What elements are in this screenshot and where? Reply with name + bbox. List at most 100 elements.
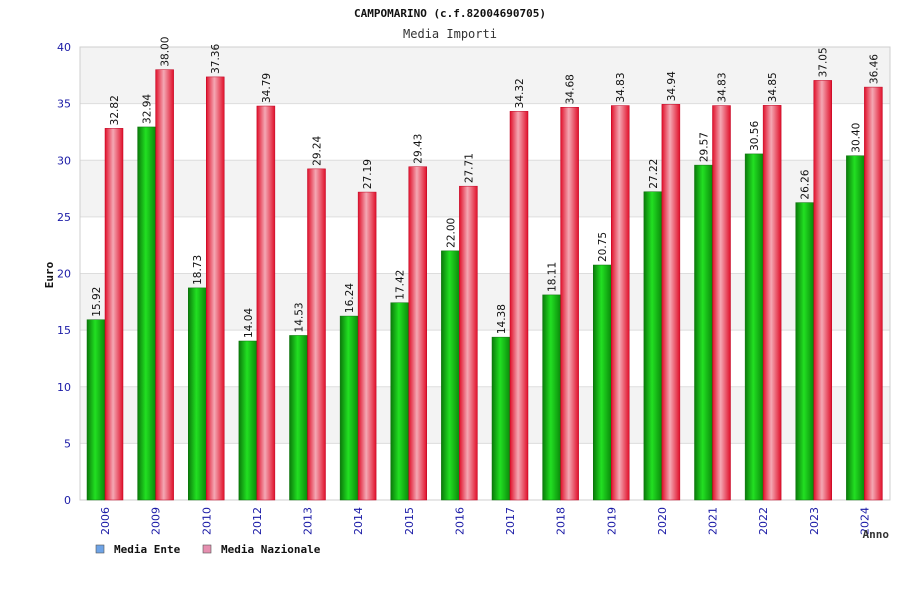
bar-media-ente-2022 — [744, 153, 764, 501]
bar-label-media-nazionale-2009: 38.00 — [160, 37, 172, 67]
bars — [86, 69, 883, 501]
bar-media-nazionale-2023 — [813, 80, 832, 501]
plot-frame — [79, 46, 891, 501]
legend-label-media-nazionale: Media Nazionale — [221, 543, 321, 556]
y-tick-label: 25 — [57, 211, 71, 224]
y-tick-label: 35 — [57, 98, 71, 111]
legend-swatch-media-ente — [95, 544, 105, 554]
x-axis-ticks: 2006 2009 2010 2012 2013 2014 2015 2016 2017 2018… — [99, 507, 871, 535]
bar-media-ente-2009 — [137, 126, 156, 501]
bar-label-media-ente-2017: 14.38 — [496, 304, 508, 334]
bar-label-media-ente-2019: 20.75 — [597, 232, 609, 262]
bar-label-media-nazionale-2020: 34.94 — [666, 71, 678, 101]
bar-media-ente-2006 — [86, 319, 106, 501]
bar-label-media-nazionale-2010: 37.36 — [210, 44, 222, 74]
y-tick-label: 10 — [57, 381, 71, 394]
x-tick-label-2009: 2009 — [150, 507, 163, 535]
y-axis-ticks: 0 5 10 15 20 25 30 35 40 — [57, 41, 71, 507]
bar-media-ente-2013 — [289, 335, 308, 501]
bar-media-ente-2010 — [188, 287, 207, 501]
bar-label-media-nazionale-2012: 34.79 — [261, 73, 273, 103]
bar-media-ente-2014 — [339, 315, 359, 501]
bar-media-ente-2015 — [390, 302, 409, 501]
bar-label-media-ente-2016: 22.00 — [445, 218, 457, 248]
bar-label-media-nazionale-2024: 36.46 — [868, 54, 880, 84]
bar-label-media-nazionale-2022: 34.85 — [767, 72, 779, 102]
y-axis-label: Euro — [43, 261, 56, 288]
x-tick-label-2014: 2014 — [352, 507, 365, 535]
x-tick-label-2018: 2018 — [555, 507, 568, 535]
bar-label-media-nazionale-2021: 34.83 — [717, 72, 729, 102]
x-tick-label-2017: 2017 — [504, 507, 517, 535]
legend: Media Ente Media Nazionale — [95, 543, 321, 556]
x-tick-label-2016: 2016 — [453, 507, 466, 535]
legend-label-media-ente: Media Ente — [114, 543, 181, 556]
y-tick-label: 0 — [64, 494, 71, 507]
bar-labels: 15.92 32.82 32.94 38.00 18.73 37.36 14.04 34.79… — [91, 37, 880, 338]
x-tick-label-2012: 2012 — [251, 507, 264, 535]
x-tick-label-2019: 2019 — [605, 507, 618, 535]
bar-label-media-ente-2014: 16.24 — [344, 283, 356, 313]
x-tick-label-2020: 2020 — [656, 507, 669, 535]
bar-label-media-ente-2012: 14.04 — [243, 308, 255, 338]
chart-subtitle: Media Importi — [403, 27, 497, 41]
bar-label-media-ente-2024: 30.40 — [850, 123, 862, 153]
bar-media-ente-2018 — [542, 294, 561, 501]
bar-media-nazionale-2022 — [762, 105, 782, 501]
bar-label-media-ente-2020: 27.22 — [648, 159, 660, 189]
bar-label-media-nazionale-2019: 34.83 — [615, 72, 627, 102]
y-tick-label: 40 — [57, 41, 71, 54]
bar-media-ente-2017 — [491, 336, 511, 501]
bar-label-media-nazionale-2015: 29.43 — [413, 134, 425, 164]
bar-label-media-ente-2006: 15.92 — [91, 287, 103, 317]
x-tick-label-2006: 2006 — [99, 507, 112, 535]
bar-label-media-nazionale-2023: 37.05 — [818, 47, 830, 77]
bar-media-ente-2023 — [795, 202, 814, 501]
y-tick-label: 5 — [64, 437, 71, 450]
bar-label-media-ente-2009: 32.94 — [142, 94, 154, 124]
bar-label-media-ente-2021: 29.57 — [699, 132, 711, 162]
bar-label-media-ente-2022: 30.56 — [749, 121, 761, 151]
bar-media-nazionale-2006 — [104, 128, 124, 501]
x-tick-label-2022: 2022 — [757, 507, 770, 535]
bar-media-nazionale-2009 — [155, 69, 174, 501]
bar-media-ente-2012 — [238, 340, 258, 501]
bar-media-nazionale-2017 — [509, 111, 529, 501]
bar-media-ente-2020 — [643, 191, 663, 501]
bar-label-media-nazionale-2017: 34.32 — [514, 78, 526, 108]
x-tick-label-2010: 2010 — [200, 507, 213, 535]
bar-label-media-ente-2018: 18.11 — [547, 262, 559, 292]
bar-media-nazionale-2019 — [611, 105, 630, 501]
bar-media-nazionale-2014 — [357, 191, 377, 501]
bar-media-nazionale-2015 — [408, 166, 427, 501]
bar-label-media-nazionale-2006: 32.82 — [109, 95, 121, 125]
x-tick-label-2015: 2015 — [403, 507, 416, 535]
y-tick-label: 20 — [57, 268, 71, 281]
bar-media-nazionale-2020 — [661, 104, 681, 501]
bar-label-media-nazionale-2013: 29.24 — [312, 135, 324, 165]
bar-media-ente-2019 — [593, 264, 612, 501]
bar-media-ente-2021 — [694, 164, 713, 501]
bar-label-media-nazionale-2016: 27.71 — [463, 153, 475, 183]
y-tick-label: 15 — [57, 324, 71, 337]
bar-media-ente-2016 — [441, 250, 460, 501]
x-tick-label-2013: 2013 — [302, 507, 315, 535]
chart-title: CAMPOMARINO (c.f.82004690705) — [354, 7, 546, 20]
bar-label-media-ente-2010: 18.73 — [192, 255, 204, 285]
bar-media-nazionale-2013 — [307, 168, 326, 501]
bar-media-nazionale-2010 — [206, 76, 225, 501]
bar-label-media-nazionale-2018: 34.68 — [565, 74, 577, 104]
bar-label-media-ente-2013: 14.53 — [294, 302, 306, 332]
bar-media-nazionale-2012 — [256, 105, 276, 501]
y-tick-label: 30 — [57, 154, 71, 167]
bar-media-nazionale-2018 — [560, 106, 579, 501]
bar-media-nazionale-2024 — [864, 86, 883, 501]
bar-media-nazionale-2016 — [459, 185, 478, 501]
x-tick-label-2023: 2023 — [808, 507, 821, 535]
bar-label-media-nazionale-2014: 27.19 — [362, 159, 374, 189]
x-axis-label: Anno — [863, 528, 890, 541]
x-tick-label-2024: 2024 — [858, 507, 871, 535]
bar-label-media-ente-2023: 26.26 — [800, 169, 812, 199]
bar-media-ente-2024 — [846, 155, 865, 501]
